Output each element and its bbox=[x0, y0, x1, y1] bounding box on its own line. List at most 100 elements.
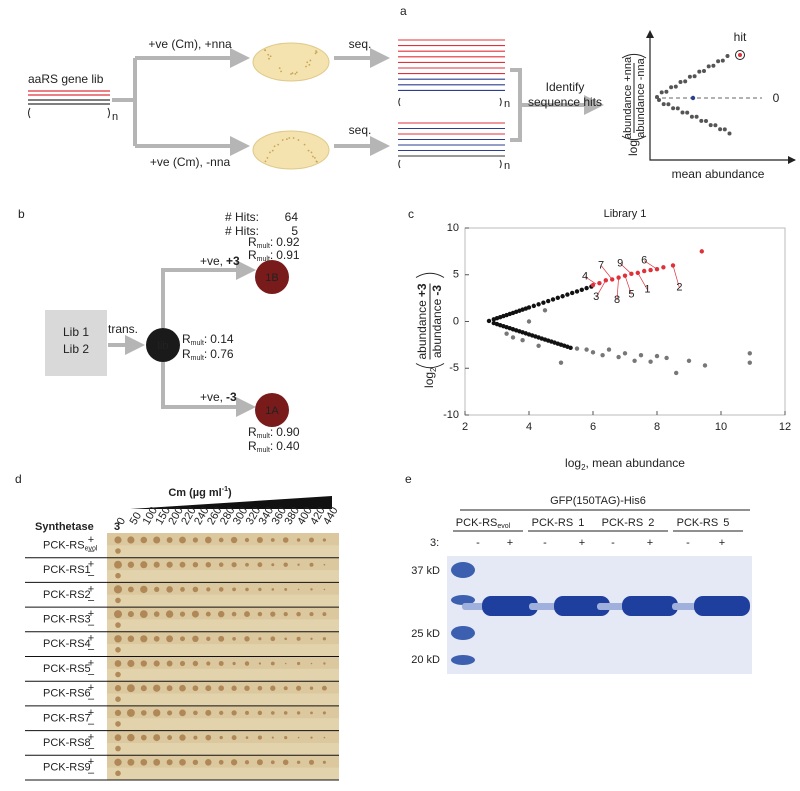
annotation: 9 bbox=[617, 257, 623, 269]
point bbox=[674, 370, 679, 376]
colony-spot bbox=[206, 636, 211, 641]
annotation: 1 bbox=[644, 284, 650, 296]
colony-spot bbox=[244, 685, 250, 691]
colony bbox=[309, 59, 312, 62]
parenthesis bbox=[499, 159, 502, 169]
numerator: abundance +nna bbox=[622, 56, 634, 139]
colony-spot bbox=[219, 710, 224, 716]
colony-spot bbox=[192, 685, 199, 692]
gradient-wedge bbox=[130, 496, 332, 509]
plate-shade bbox=[107, 644, 339, 657]
colony-spot bbox=[282, 537, 289, 543]
group-name: PCK-RS bbox=[456, 517, 498, 529]
protein-band bbox=[554, 596, 610, 616]
colony-spot bbox=[153, 684, 161, 692]
group-label: PCK-RS 2 bbox=[602, 517, 655, 529]
mini-dot bbox=[666, 102, 671, 107]
mini-dot bbox=[702, 69, 706, 73]
colony bbox=[285, 138, 288, 141]
plate-shade bbox=[107, 545, 339, 558]
colony-spot bbox=[113, 610, 123, 619]
row-name: PCK-RS6 bbox=[43, 687, 91, 699]
colony-spot bbox=[192, 660, 199, 667]
sign: + bbox=[88, 633, 94, 645]
colony-spot bbox=[230, 759, 238, 766]
x-tick-label: 12 bbox=[779, 421, 791, 433]
colony-spot bbox=[140, 758, 148, 766]
plate-shade bbox=[107, 668, 339, 682]
colony-spot bbox=[127, 536, 135, 544]
point bbox=[686, 358, 692, 363]
separator: : bbox=[270, 439, 273, 453]
plate bbox=[252, 42, 330, 82]
point bbox=[486, 318, 492, 324]
colony-spot bbox=[179, 660, 186, 667]
lib-node bbox=[146, 328, 180, 362]
colony-spot bbox=[321, 685, 327, 691]
colony-spot bbox=[166, 660, 173, 667]
colony bbox=[290, 73, 292, 75]
point bbox=[642, 268, 647, 274]
library-name: Lib 1 bbox=[63, 325, 89, 339]
r-subscript: mult bbox=[257, 447, 270, 454]
identify-label: sequence hits bbox=[528, 95, 602, 109]
y-tick-label: 5 bbox=[453, 269, 459, 281]
plate-shade bbox=[107, 619, 339, 632]
colony-spot bbox=[282, 759, 289, 766]
node-label: 1A bbox=[265, 405, 279, 417]
colony bbox=[278, 67, 281, 70]
colony-spot bbox=[127, 635, 135, 643]
sign: + bbox=[88, 707, 94, 719]
mini-dot bbox=[685, 110, 690, 115]
group-name: PCK-RS bbox=[532, 517, 574, 529]
column-header: Synthetase bbox=[35, 521, 94, 533]
colony bbox=[273, 145, 276, 148]
sign: – bbox=[88, 668, 95, 680]
parenthesis bbox=[621, 53, 647, 59]
mini-dot bbox=[687, 74, 692, 79]
annotation: 4 bbox=[582, 271, 588, 283]
colony-spot bbox=[114, 635, 122, 643]
colony-spot bbox=[205, 734, 212, 741]
colony-spot bbox=[127, 611, 134, 618]
mini-dot bbox=[711, 63, 716, 68]
sign: – bbox=[88, 570, 95, 582]
colony-spot bbox=[179, 684, 186, 692]
colony-spot bbox=[218, 537, 224, 543]
colony-spot bbox=[296, 611, 301, 617]
colony bbox=[306, 61, 309, 64]
r-symbol: R bbox=[182, 347, 191, 361]
colony-spot bbox=[115, 622, 121, 628]
colony-spot bbox=[296, 636, 301, 641]
mini-dot bbox=[727, 131, 732, 136]
point bbox=[579, 287, 584, 293]
mini-dot bbox=[704, 119, 708, 123]
x-tick-label: 8 bbox=[654, 421, 660, 433]
colony-spot bbox=[244, 537, 250, 543]
colony bbox=[292, 137, 295, 139]
annotation-leader bbox=[637, 272, 648, 290]
r-mult: Rmult: 0.92 bbox=[248, 235, 300, 250]
mini-dot bbox=[708, 123, 713, 128]
colony-spot bbox=[218, 587, 224, 592]
point bbox=[542, 308, 548, 313]
hits-label: # Hits: bbox=[225, 224, 259, 238]
colony-spot bbox=[271, 588, 275, 591]
colony bbox=[310, 151, 313, 154]
x-tick-label: 4 bbox=[526, 421, 532, 433]
lane-sign: - bbox=[476, 537, 480, 549]
colony-spot bbox=[323, 736, 326, 739]
colony-spot bbox=[231, 710, 237, 716]
sign: – bbox=[88, 743, 95, 755]
row-name: PCK-RS8 bbox=[43, 737, 91, 749]
colony-spot bbox=[205, 685, 212, 692]
group-name: PCK-RS bbox=[677, 517, 719, 529]
colony-spot bbox=[167, 735, 173, 741]
colony-spot bbox=[140, 561, 148, 569]
r-mult: Rmult: 0.76 bbox=[182, 347, 234, 362]
colony-spot bbox=[218, 562, 224, 567]
point bbox=[526, 305, 532, 310]
colony-spot bbox=[310, 637, 313, 640]
ladder-band bbox=[451, 655, 475, 665]
colony-spot bbox=[165, 610, 174, 618]
